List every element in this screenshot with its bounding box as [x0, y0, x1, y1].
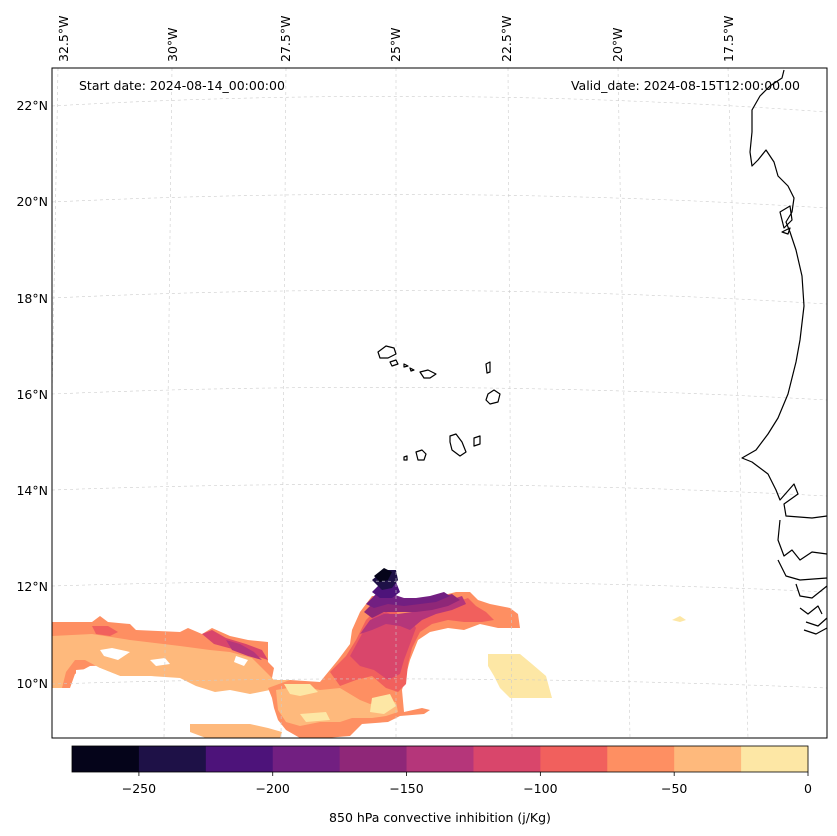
graticule — [51, 67, 828, 739]
latitude-labels: 22°N 20°N 18°N 16°N 14°N 12°N 10°N — [16, 98, 48, 691]
coastline — [741, 69, 828, 635]
lon-label: 22.5°W — [499, 16, 514, 62]
lon-label: 30°W — [165, 27, 180, 62]
colorbar-tick-label: −50 — [661, 781, 687, 796]
colorbar-tick-label: −250 — [122, 781, 156, 796]
colorbar-swatch — [674, 746, 742, 772]
colorbar-swatch — [406, 746, 474, 772]
colorbar-swatch — [473, 746, 541, 772]
lon-label: 25°W — [388, 27, 403, 62]
longitude-labels: 32.5°W 30°W 27.5°W 25°W 22.5°W 20°W 17.5… — [56, 16, 736, 62]
map-frame — [51, 67, 828, 739]
colorbar-swatch — [272, 746, 341, 772]
colorbar-swatch — [540, 746, 608, 772]
colorbar-swatch — [607, 746, 675, 772]
lon-label: 32.5°W — [56, 16, 71, 62]
colorbar-swatch — [741, 746, 809, 772]
colorbar-tick-label: −100 — [523, 781, 557, 796]
colorbar-ticks — [138, 772, 809, 776]
valid-date-label: Valid_date: 2024-08-15T12:00:00.00 — [571, 78, 800, 93]
lon-label: 17.5°W — [721, 16, 736, 62]
colorbar-tick-label: −200 — [256, 781, 290, 796]
colorbar-swatches — [72, 746, 809, 772]
start-date-label: Start date: 2024-08-14_00:00:00 — [79, 78, 285, 93]
colorbar-label: 850 hPa convective inhibition (j/Kg) — [329, 810, 551, 825]
colorbar-tick-label: −150 — [389, 781, 423, 796]
lat-label: 14°N — [16, 483, 48, 498]
lon-label: 20°W — [610, 27, 625, 62]
lat-label: 22°N — [16, 98, 48, 113]
colorbar-swatch — [138, 746, 207, 772]
lat-label: 20°N — [16, 194, 48, 209]
colorbar-swatch — [205, 746, 274, 772]
colorbar-swatch — [339, 746, 408, 772]
colorbar-swatch — [72, 746, 140, 772]
lat-label: 12°N — [16, 579, 48, 594]
colorbar-tick-label: 0 — [804, 781, 812, 796]
lat-label: 10°N — [16, 676, 48, 691]
masked-areas — [52, 648, 268, 732]
lon-label: 27.5°W — [278, 16, 293, 62]
colorbar: −250 −200 −150 −100 −50 0 850 hPa convec… — [71, 745, 812, 825]
colorbar-frame — [71, 745, 809, 773]
lat-label: 18°N — [16, 291, 48, 306]
cape-verde-islands — [377, 345, 501, 461]
lat-label: 16°N — [16, 387, 48, 402]
